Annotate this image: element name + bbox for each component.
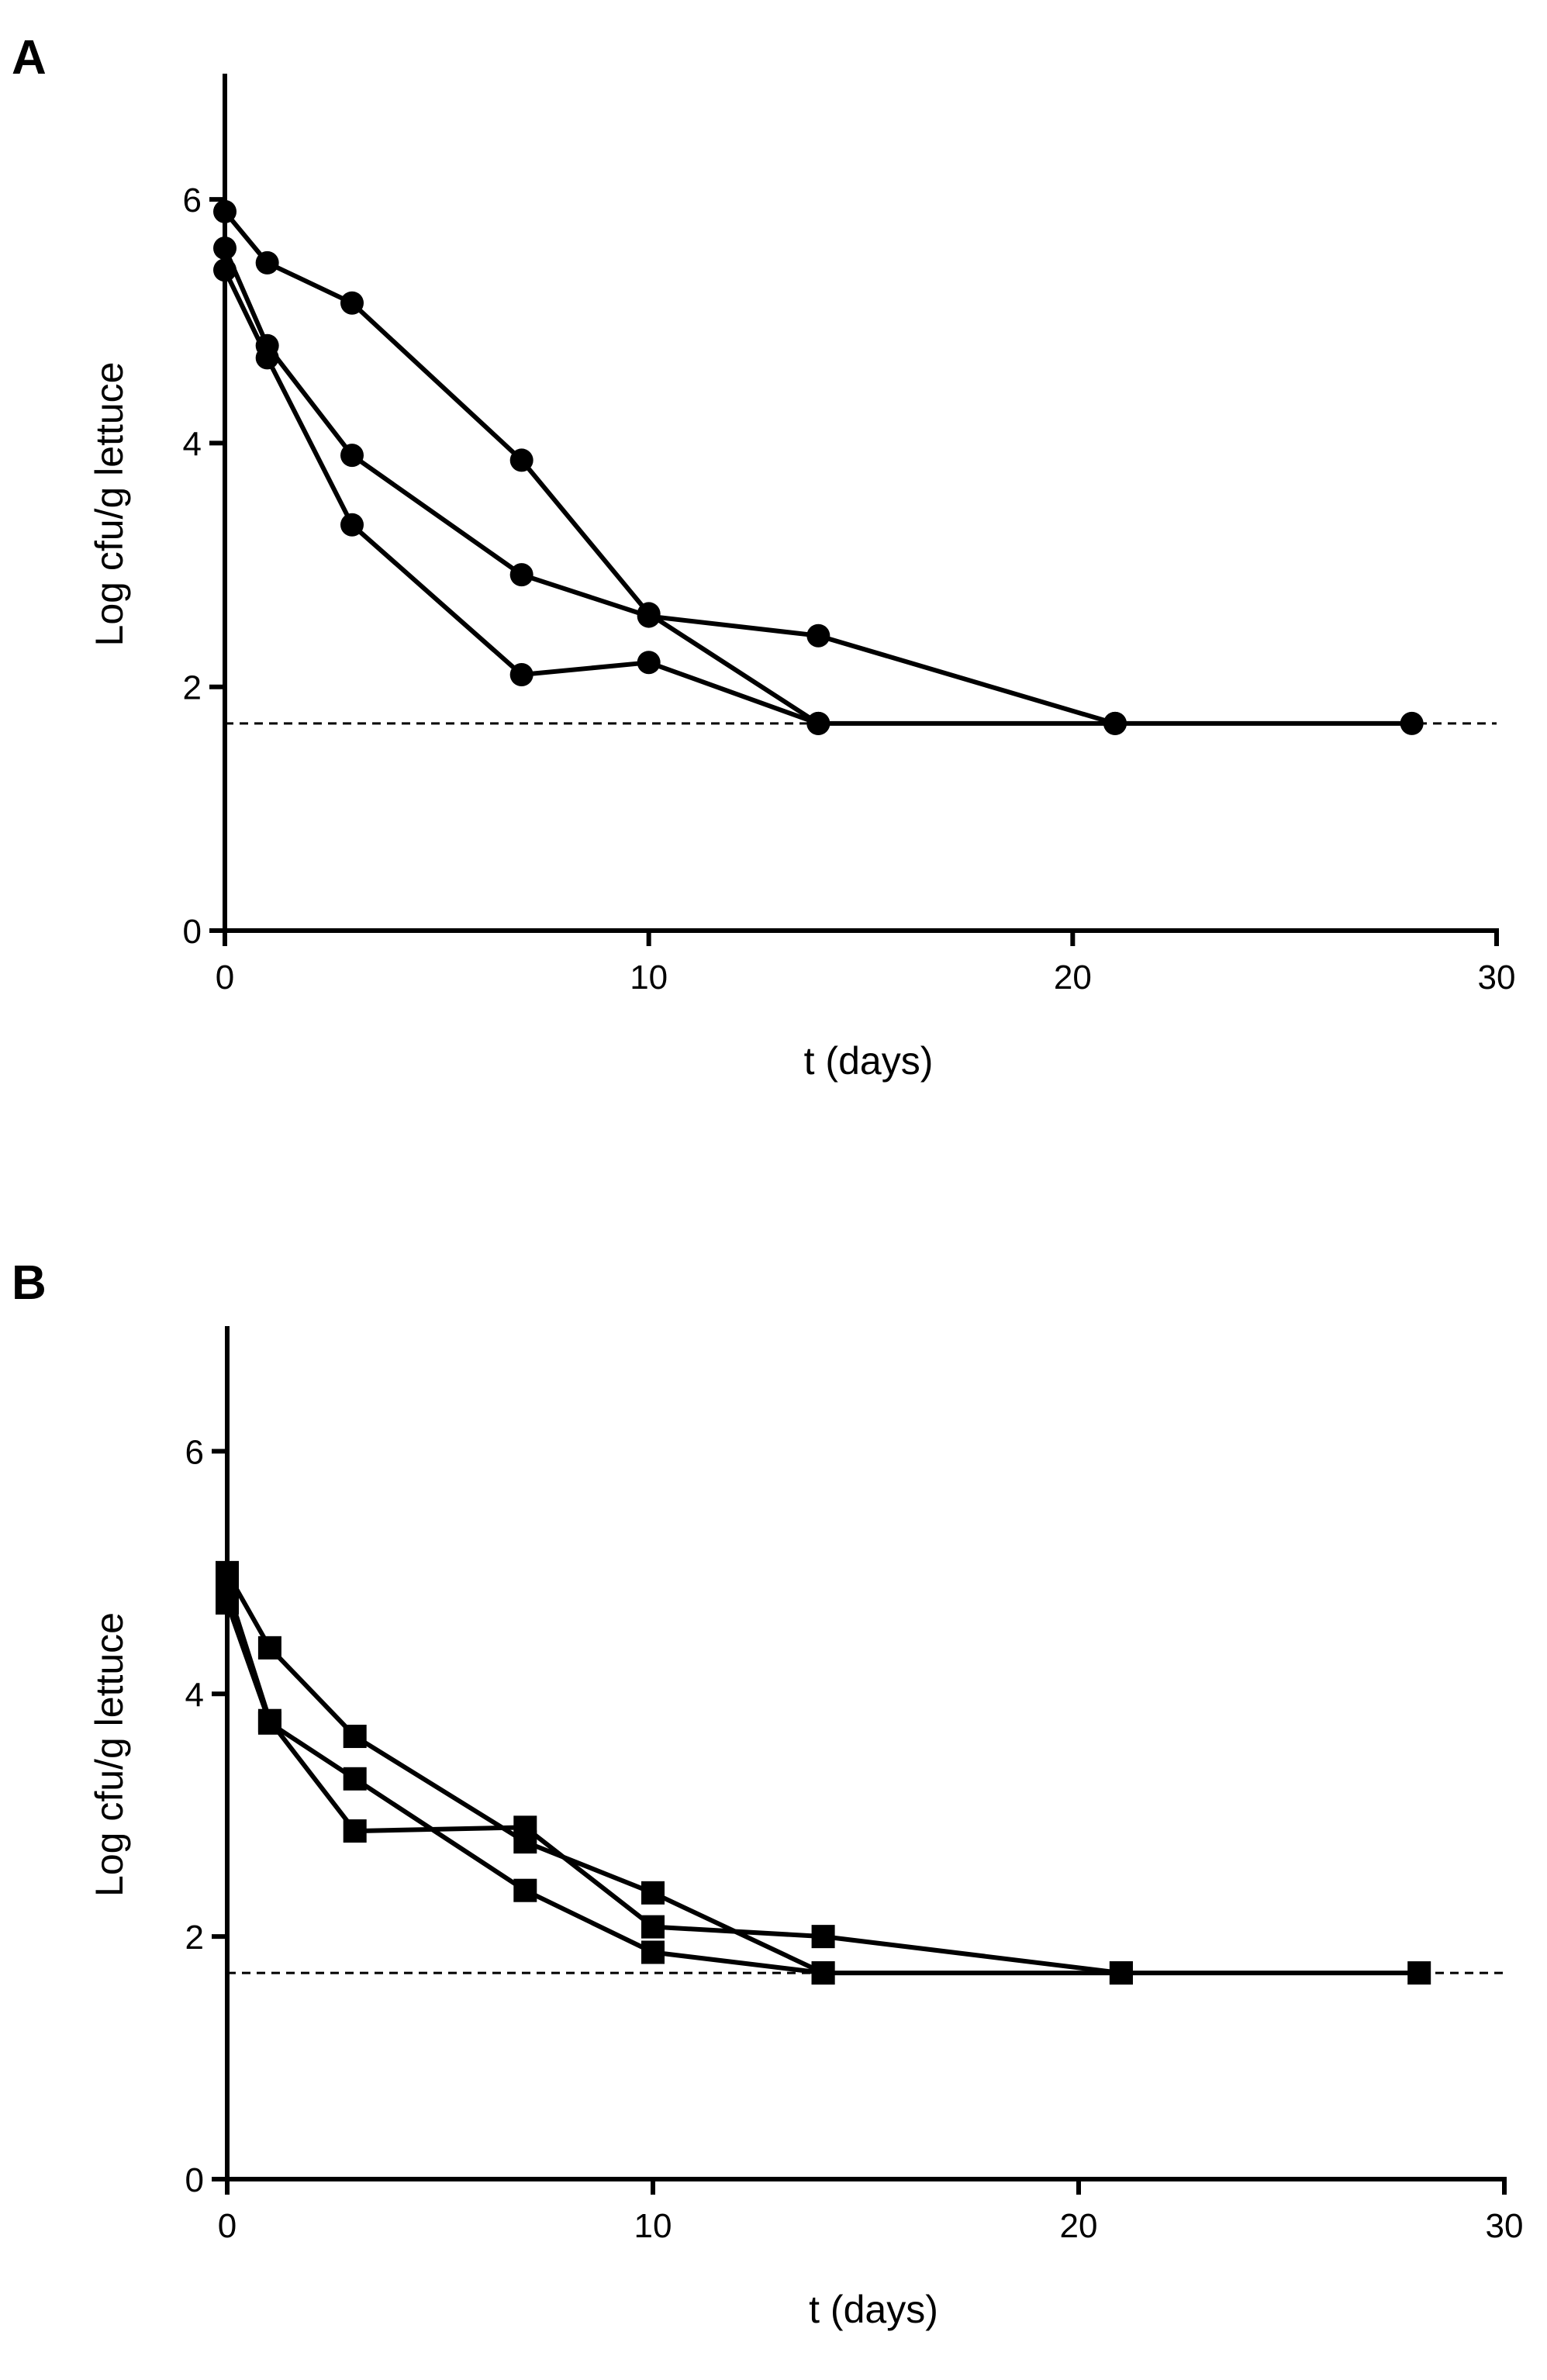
data-point (340, 513, 364, 537)
x-tick-label: 0 (216, 959, 234, 997)
data-point (257, 1636, 281, 1660)
y-tick-label: 2 (183, 669, 202, 707)
data-point (509, 448, 534, 472)
data-point (641, 1940, 665, 1964)
y-axis-title: Log cfu/g lettuce (88, 1612, 131, 1897)
data-point (637, 651, 661, 675)
data-point (343, 1725, 367, 1749)
y-tick-label: 6 (185, 1433, 204, 1471)
data-point (641, 1881, 665, 1905)
x-tick-label: 10 (630, 959, 668, 997)
data-point (1109, 1961, 1133, 1985)
data-point (1400, 711, 1424, 735)
data-point (340, 444, 364, 468)
y-axis-title: Log cfu/g lettuce (88, 362, 131, 647)
data-point (641, 1915, 665, 1939)
x-tick-label: 20 (1060, 2207, 1098, 2245)
series-line-1 (225, 1571, 1420, 1976)
data-point (213, 199, 237, 223)
y-tick-label: 4 (183, 425, 202, 463)
y-tick-label: 2 (185, 1919, 204, 1957)
data-point (213, 237, 237, 260)
panel-b-chart: B 0 2 4 6 0 10 20 30 t (days) Log cfu/g lettuce (12, 1256, 1523, 2331)
data-point (257, 1711, 281, 1735)
data-point (1407, 1961, 1431, 1985)
x-axis-title: t (days) (804, 1039, 934, 1083)
data-point (1103, 711, 1127, 735)
x-tick-label: 30 (1486, 2207, 1524, 2245)
data-point (255, 250, 279, 275)
series-line-2 (223, 247, 1116, 726)
data-point (811, 1961, 835, 1985)
y-tick-label: 0 (185, 2161, 204, 2199)
data-point (343, 1819, 367, 1843)
data-point (513, 1815, 537, 1839)
data-point (509, 563, 534, 587)
data-point (811, 1925, 835, 1949)
x-axis-title: t (days) (809, 2288, 938, 2331)
data-point (806, 711, 830, 735)
data-point (216, 1591, 239, 1615)
data-point (513, 1878, 537, 1902)
series-line-3 (225, 1601, 824, 1976)
data-point (340, 291, 364, 315)
data-point (213, 258, 237, 282)
data-point (806, 623, 830, 648)
data-point (637, 604, 661, 628)
panel-label-a: A (12, 31, 47, 85)
data-point (509, 663, 534, 686)
x-tick-label: 20 (1054, 959, 1092, 997)
y-tick-label: 6 (183, 181, 202, 219)
x-tick-label: 0 (218, 2207, 237, 2245)
y-tick-label: 4 (185, 1676, 204, 1714)
data-point (255, 346, 279, 370)
x-tick-label: 30 (1478, 959, 1516, 997)
panel-label-b: B (12, 1256, 47, 1310)
data-point (343, 1767, 367, 1791)
panel-a-chart: A 0 2 4 6 0 10 20 30 t (days) Log cfu/g lettuce (12, 31, 1515, 1083)
x-tick-label: 10 (634, 2207, 672, 2245)
y-tick-label: 0 (183, 913, 202, 951)
series-line-3 (223, 268, 1412, 726)
